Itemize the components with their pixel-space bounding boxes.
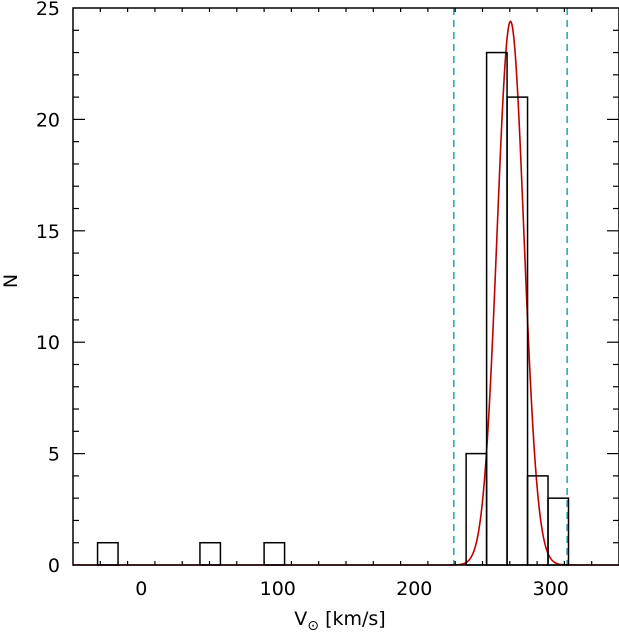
y-tick-label: 10 xyxy=(36,332,60,354)
histogram-bar-7 xyxy=(547,497,570,566)
fit-layer xyxy=(73,20,619,566)
y-tick-label: 25 xyxy=(36,0,60,20)
x-tick-label: 0 xyxy=(135,578,147,600)
axes-layer xyxy=(72,7,619,566)
y-axis-title: N xyxy=(0,274,22,288)
x-axis-title-unit: [km/s] xyxy=(325,608,386,630)
vline-layer xyxy=(453,8,568,565)
gaussian-fit-curve xyxy=(73,20,619,566)
histogram-bar-3 xyxy=(465,452,488,566)
histogram-bar-4 xyxy=(485,51,508,566)
y-tick-label: 15 xyxy=(36,221,60,243)
x-tick-label: 100 xyxy=(260,578,296,600)
histogram-bar-1 xyxy=(199,541,222,566)
x-axis-title-subscript: ⊙ xyxy=(307,618,319,634)
y-tick-label: 0 xyxy=(48,555,60,577)
y-tick-label: 5 xyxy=(48,444,60,466)
y-tick-label: 20 xyxy=(36,109,60,131)
tick-label-layer: 0 100 200 300 0 5 10 15 20 25 xyxy=(36,0,569,600)
histogram-layer xyxy=(96,51,570,566)
x-tick-label: 300 xyxy=(533,578,569,600)
x-tick-label: 200 xyxy=(396,578,432,600)
x-axis-title: V⊙ [km/s] xyxy=(294,608,385,634)
histogram-bar-2 xyxy=(263,541,286,566)
histogram-bar-5 xyxy=(506,96,529,566)
x-axis-title-main: V xyxy=(294,608,307,630)
